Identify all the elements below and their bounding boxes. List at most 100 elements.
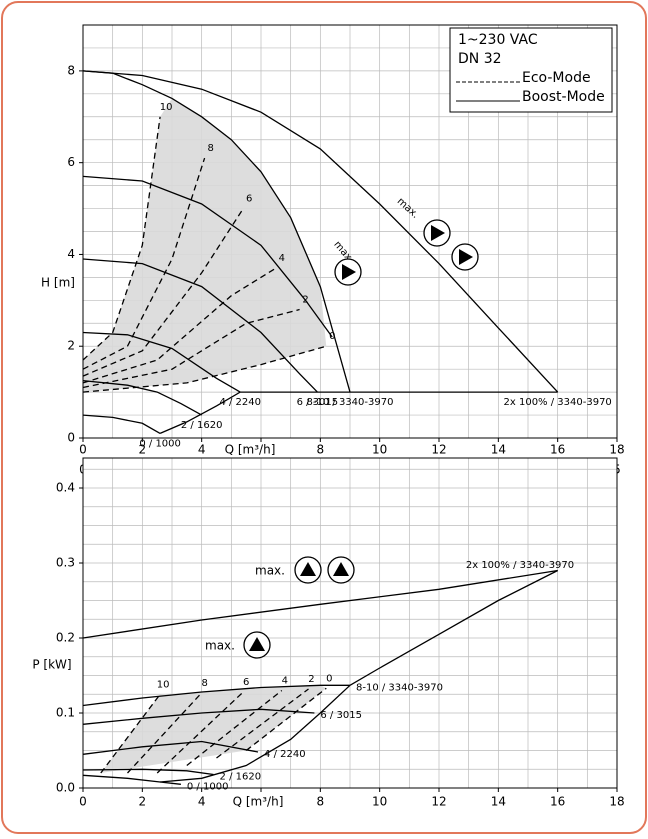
pump-curve	[82, 331, 241, 393]
legend-label: Eco-Mode	[522, 70, 591, 86]
pump-curve	[82, 70, 559, 393]
pump-curve	[82, 345, 327, 393]
x-axis-label: Q [m³/h]	[225, 443, 276, 457]
curve-label: 6 / 3015	[320, 710, 362, 721]
plot-frame	[82, 457, 618, 789]
y-tick-label: 0.2	[56, 631, 75, 645]
pump-curve	[100, 693, 161, 774]
x-tick-label: 4	[198, 795, 206, 809]
curve-label: 4	[279, 253, 285, 264]
y-tick-label: 0	[67, 431, 75, 445]
curve-label: 8-10 / 3340-3970	[356, 682, 443, 693]
operating-range	[83, 98, 327, 393]
x-tick-label: 18	[609, 443, 624, 457]
label-bg	[228, 795, 288, 809]
x-tick-label: 8	[317, 443, 325, 457]
x-tick-label: 0	[79, 443, 87, 457]
pump-curve	[82, 569, 558, 639]
curve-label: 10	[160, 102, 173, 113]
curve-label: 2	[308, 674, 314, 685]
curve-label: 10	[157, 679, 170, 690]
curve-label: 4	[282, 676, 288, 687]
pump-curve	[82, 379, 203, 416]
legend-label: Boost-Mode	[522, 89, 605, 105]
y-tick-label: 8	[67, 63, 75, 77]
pump-curve	[127, 692, 203, 774]
pump-arrow	[431, 225, 445, 241]
pump-curve	[349, 569, 558, 686]
x-tick-label: 16	[550, 443, 565, 457]
max-label: max.	[255, 564, 285, 578]
pump-curve	[186, 689, 283, 767]
pump-curve	[245, 687, 327, 752]
legend-heading: 1~230 VAC	[458, 32, 538, 48]
y-tick-label: 0.4	[56, 481, 75, 495]
legend: 1~230 VAC DN 32 Eco-Mode Boost-Mode	[449, 27, 613, 113]
y-tick-label: 0.1	[56, 706, 75, 720]
pump-curve	[160, 684, 351, 783]
curve-label: 0 / 1000	[139, 438, 181, 449]
y-axis-label: H [m]	[41, 276, 75, 290]
pump-curve	[82, 740, 259, 755]
curve-label: 8	[201, 678, 207, 689]
curve-label: 8	[207, 143, 213, 154]
pump-arrow	[459, 249, 473, 265]
x-tick-label: 12	[431, 795, 446, 809]
curve-label: 0 / 1000	[187, 781, 229, 792]
pump-curve	[82, 258, 318, 393]
pump-curve	[82, 308, 300, 389]
curve-label: 8-10 / 3340-3970	[307, 397, 394, 408]
x-tick-label: 4	[198, 443, 206, 457]
pump-curve	[82, 414, 161, 434]
x-tick-label: 0	[79, 795, 87, 809]
pump-curve	[82, 267, 277, 384]
x-tick-label: 18	[609, 795, 624, 809]
pump-curve	[82, 70, 351, 393]
pump-arrow	[342, 264, 356, 280]
x-tick-label: 2	[139, 795, 147, 809]
x-tick-label: 8	[317, 795, 325, 809]
pump-curve	[82, 684, 350, 707]
y-tick-label: 0.3	[56, 556, 75, 570]
y-axis-label: P [kW]	[32, 658, 71, 672]
curve-label: 0	[326, 673, 332, 684]
x-tick-label: 10	[372, 795, 387, 809]
curve-label: 0	[329, 331, 335, 342]
y-tick-label: 6	[67, 155, 75, 169]
curve-label: 4 / 2240	[219, 397, 261, 408]
pump-curve	[82, 768, 214, 776]
curve-label: 2x 100% / 3340-3970	[504, 397, 612, 408]
y-tick-label: 0.0	[56, 781, 75, 795]
pump-curve	[82, 157, 206, 370]
pump-curve	[82, 708, 315, 725]
y-tick-label: 2	[67, 339, 75, 353]
x-tick-label: 10	[372, 443, 387, 457]
operating-range	[100, 685, 327, 773]
pump-arrow	[249, 637, 265, 651]
pump-arrow	[333, 562, 349, 576]
pump-arrow	[300, 562, 316, 576]
x-axis-label: Q [m³/h]	[233, 795, 284, 809]
curve-label: 4 / 2240	[264, 749, 306, 760]
curve-label: 2 / 1620	[220, 772, 262, 783]
max-label: max.	[205, 639, 235, 653]
pump-curve	[82, 175, 333, 338]
plot-frame	[82, 24, 618, 439]
x-tick-label: 12	[431, 443, 446, 457]
curve-label: 2	[302, 295, 308, 306]
x-tick-label: 14	[491, 795, 506, 809]
legend-heading: DN 32	[458, 51, 502, 67]
pump-curve	[82, 208, 244, 377]
curve-label: 2x 100% / 3340-3970	[466, 560, 574, 571]
label-bg	[220, 443, 280, 457]
curve-label: 6	[246, 194, 252, 205]
legend-box	[449, 27, 613, 113]
y-tick-label: 4	[67, 247, 75, 261]
pump-curve	[159, 391, 558, 434]
pump-curve	[82, 116, 161, 361]
x-tick-label: 14	[491, 443, 506, 457]
curve-label: 6 / 3015	[297, 397, 339, 408]
x-tick-label: 2	[139, 443, 147, 457]
x-tick-label: 16	[550, 795, 565, 809]
curve-label: 6	[243, 677, 249, 688]
